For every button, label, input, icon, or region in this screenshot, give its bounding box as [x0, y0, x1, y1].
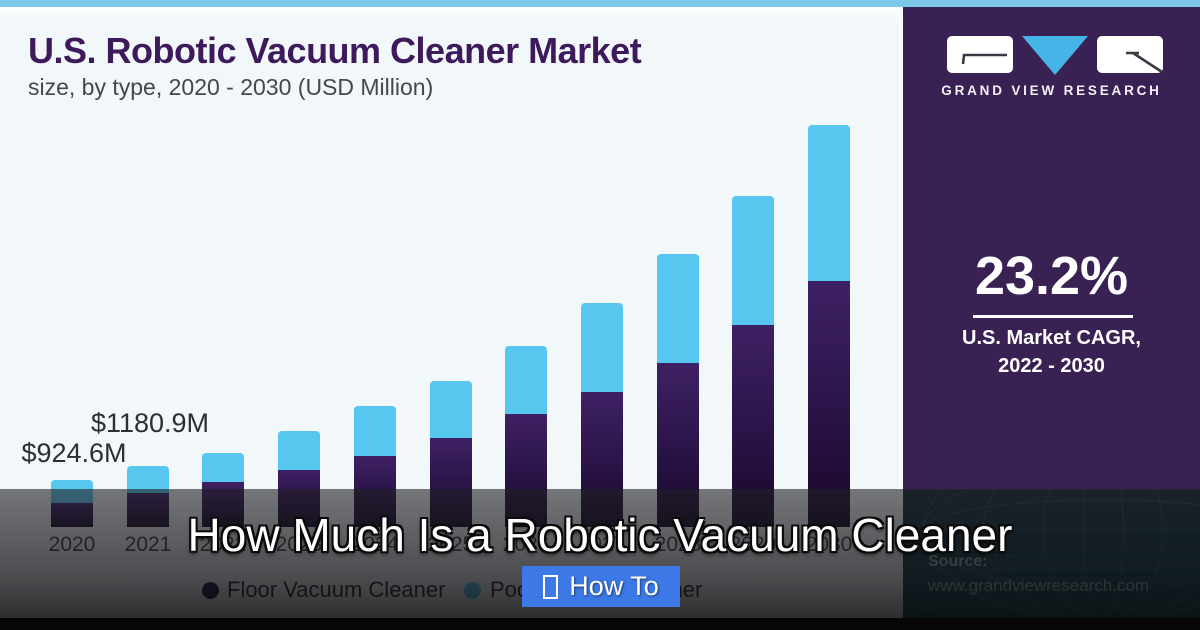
bar-2021-pool-segment — [127, 466, 169, 493]
cagr-value: 23.2% — [974, 246, 1129, 306]
gvr-logo-icon — [947, 36, 1163, 75]
how-to-button[interactable]: How To — [522, 566, 680, 607]
video-title: How Much Is a Robotic Vacuum Cleaner — [187, 509, 1013, 561]
cagr-caption-line1: U.S. Market CAGR, — [962, 327, 1141, 349]
how-to-label: How To — [569, 571, 659, 601]
bar-value-label-2021: $1180.9M — [90, 408, 210, 438]
bar-2025-pool-segment — [430, 381, 472, 438]
bar-2023-pool-segment — [278, 431, 320, 470]
bar-2030-pool-segment — [808, 125, 850, 281]
bar-2029 — [732, 196, 774, 527]
bar-2027-pool-segment — [581, 303, 623, 392]
brand-name: GRAND VIEW RESEARCH — [941, 83, 1162, 98]
bar-2030 — [808, 125, 850, 527]
bar-value-label-2020: $924.6M — [21, 438, 127, 468]
bottom-black-bar — [0, 618, 1200, 630]
logo-v-triangle — [1022, 36, 1088, 75]
logo-r-box — [1097, 36, 1163, 73]
top-accent-strip — [0, 0, 1200, 7]
bar-2026-pool-segment — [505, 346, 547, 414]
bar-2024-pool-segment — [354, 406, 396, 456]
bar-2028-pool-segment — [657, 254, 699, 363]
logo-r-glyph — [1126, 51, 1163, 74]
chart-title: U.S. Robotic Vacuum Cleaner Market — [28, 30, 642, 71]
cagr-caption-line2: 2022 - 2030 — [998, 355, 1105, 377]
missing-glyph-box-icon — [543, 574, 559, 599]
bar-2030-floor-segment — [808, 281, 850, 527]
logo-g-glyph — [961, 53, 1007, 65]
chart-subtitle: size, by type, 2020 - 2030 (USD Million) — [28, 74, 434, 100]
bar-2022-pool-segment — [202, 453, 244, 482]
cagr-divider — [973, 315, 1133, 318]
bar-2029-pool-segment — [732, 196, 774, 325]
sidebar: GRAND VIEW RESEARCH 23.2% U.S. Market CA… — [899, 7, 1200, 490]
bar-2028 — [657, 254, 699, 527]
